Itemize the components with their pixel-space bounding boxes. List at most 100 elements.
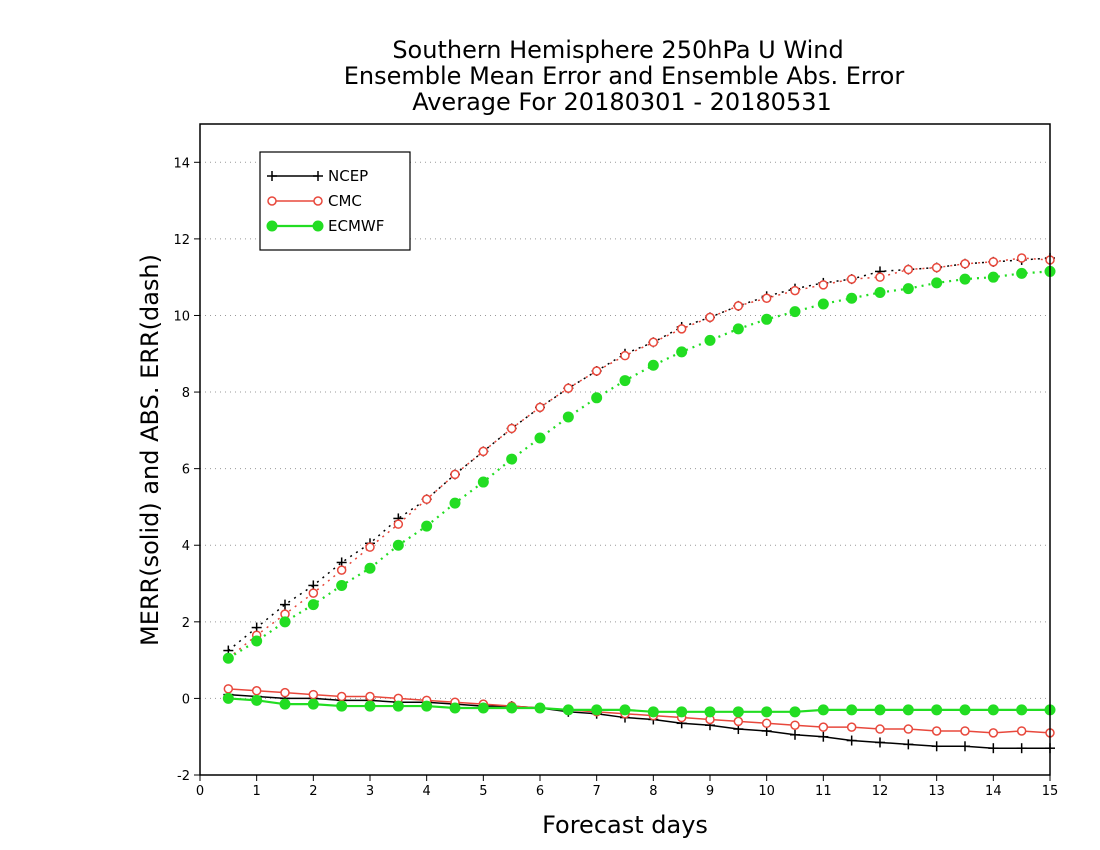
ncep-mean-error-point <box>875 737 885 748</box>
ncep-mean-error-point <box>1016 743 1027 754</box>
y-axis: -2 0 2 4 6 8 10 12 14 <box>173 156 200 784</box>
ecmwf-abs-error-point <box>619 375 631 387</box>
ecmwf-abs-error-point <box>959 273 971 285</box>
cmc-abs-error-point <box>733 301 744 311</box>
ncep-mean-error-point <box>903 739 914 750</box>
ecmwf-mean-error-point <box>534 702 546 714</box>
cmc-abs-error-point <box>365 542 375 552</box>
ecmwf-mean-error-point <box>959 704 971 716</box>
cmc-abs-error-point <box>676 324 687 334</box>
ecmwf-mean-error-point <box>676 706 688 718</box>
ecmwf-abs-error-point <box>732 323 744 335</box>
ncep-abs-error-point <box>280 599 290 610</box>
ecmwf-mean-error-point <box>477 702 489 714</box>
cmc-mean-error-point <box>875 724 885 734</box>
legend-ecmwf-marker <box>312 220 324 232</box>
plot-frame <box>199 123 1051 776</box>
ecmwf-abs-error-point <box>222 652 234 664</box>
cmc-abs-error-point <box>875 272 885 282</box>
ecmwf-mean-error-point <box>222 692 234 704</box>
y-tick-label: -2 <box>177 769 190 784</box>
ecmwf-abs-error-point <box>506 453 518 465</box>
ecmwf-abs-error-point <box>392 539 404 551</box>
ncep-abs-error-line <box>227 257 1051 652</box>
ecmwf-abs-error-point <box>534 432 546 444</box>
cmc-mean-error-point <box>818 722 829 732</box>
cmc-abs-error-point <box>761 293 772 303</box>
ecmwf-abs-error-point <box>874 286 886 298</box>
x-axis: 0 1 2 3 4 5 6 7 8 9 10 11 12 13 14 15 <box>196 775 1058 799</box>
cmc-abs-error-point <box>308 588 319 598</box>
cmc-mean-error-point <box>223 684 234 694</box>
cmc-mean-error-point <box>903 724 914 734</box>
ecmwf-abs-error-point <box>902 283 914 295</box>
cmc-mean-error-point <box>960 726 970 736</box>
ecmwf-mean-error-point <box>789 706 801 718</box>
ecmwf-mean-error-point <box>761 706 773 718</box>
ecmwf-abs-error-point <box>817 298 829 310</box>
ecmwf-abs-error-point <box>987 271 999 283</box>
ecmwf-mean-error-point <box>1016 704 1028 716</box>
y-tick-label: 2 <box>182 616 190 631</box>
ecmwf-mean-error-point <box>591 704 603 716</box>
ecmwf-abs-error-point <box>676 346 688 358</box>
cmc-mean-error-point <box>336 691 347 702</box>
ecmwf-abs-error-point <box>789 306 801 318</box>
legend-ncep-marker <box>313 171 323 181</box>
cmc-abs-error-point <box>931 262 942 273</box>
ecmwf-mean-error-point <box>392 700 404 712</box>
ecmwf-mean-error-point <box>364 700 376 712</box>
ecmwf-mean-error-point <box>874 704 886 716</box>
x-tick-label: 10 <box>758 784 775 799</box>
ncep-mean-error-point <box>931 741 942 752</box>
ecmwf-mean-error-point <box>421 700 433 712</box>
ecmwf-mean-error-point <box>449 702 461 714</box>
ncep-mean-error-point <box>846 735 857 746</box>
cmc-abs-error-point <box>1016 253 1027 263</box>
x-tick-label: 1 <box>253 784 261 799</box>
ecmwf-mean-error-point <box>336 700 348 712</box>
legend-ncep-marker <box>267 171 277 181</box>
legend-ecmwf-label: ECMWF <box>328 217 384 235</box>
ecmwf-mean-error-point <box>817 704 829 716</box>
legend-ecmwf-marker <box>266 220 278 232</box>
title-line-2: Ensemble Mean Error and Ensemble Abs. Er… <box>344 62 905 90</box>
cmc-mean-error-point <box>790 720 800 730</box>
y-tick-label: 8 <box>182 386 190 401</box>
cmc-abs-error-point <box>336 565 347 575</box>
plot-series <box>222 253 1056 754</box>
ecmwf-mean-error-point <box>732 706 744 718</box>
y-axis-label: MERR(solid) and ABS. ERR(dash) <box>136 254 164 646</box>
cmc-mean-error-point <box>280 687 290 698</box>
cmc-mean-error-point <box>931 726 942 736</box>
ecmwf-abs-error-point <box>421 520 433 532</box>
legend-cmc-label: CMC <box>328 192 362 210</box>
ecmwf-abs-error-point <box>336 579 348 591</box>
ecmwf-abs-error-point <box>279 616 291 628</box>
cmc-abs-error-point <box>478 446 489 457</box>
ecmwf-mean-error-point <box>902 704 914 716</box>
chart-title: Southern Hemisphere 250hPa U Wind Ensemb… <box>344 36 905 116</box>
x-tick-label: 8 <box>649 784 657 799</box>
x-tick-label: 11 <box>815 784 832 799</box>
title-line-1: Southern Hemisphere 250hPa U Wind <box>392 36 843 64</box>
x-tick-label: 7 <box>593 784 601 799</box>
ecmwf-abs-error-point <box>449 497 461 509</box>
ecmwf-mean-error-point <box>846 704 858 716</box>
cmc-abs-error-point <box>450 469 460 480</box>
ncep-mean-error-point <box>818 731 829 742</box>
legend-cmc-marker <box>313 196 323 206</box>
cmc-mean-error-point <box>365 691 375 702</box>
ecmwf-mean-error-point <box>506 702 518 714</box>
ecmwf-abs-error-point <box>591 392 603 404</box>
cmc-abs-error-point <box>421 494 432 505</box>
ecmwf-abs-error-point <box>477 476 489 488</box>
ncep-mean-error-point <box>790 729 800 740</box>
cmc-abs-error-point <box>818 280 829 290</box>
x-tick-label: 12 <box>872 784 889 799</box>
x-tick-label: 13 <box>928 784 945 799</box>
cmc-mean-error-point <box>733 716 744 727</box>
cmc-mean-error-point <box>308 689 319 700</box>
x-tick-label: 4 <box>423 784 431 799</box>
